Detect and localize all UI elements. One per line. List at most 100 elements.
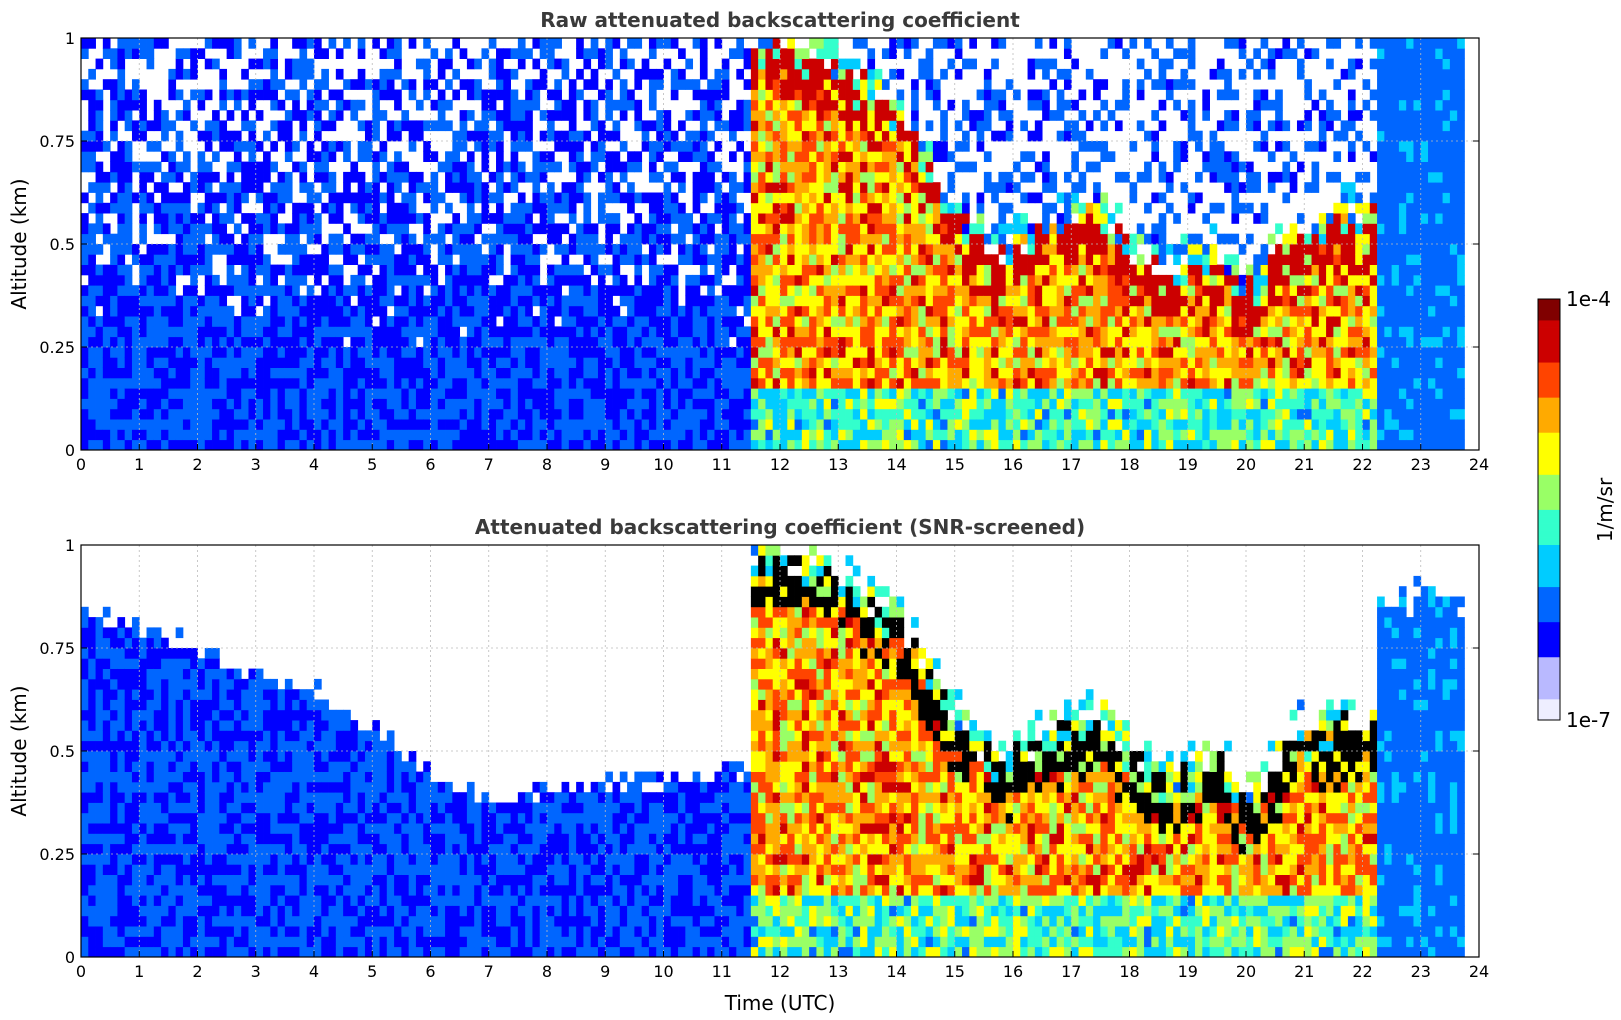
raw-heatmap-cell [306,264,315,276]
raw-heatmap-cell [81,305,89,317]
raw-heatmap-cell [670,388,679,399]
raw-heatmap-cell [903,419,912,430]
raw-heatmap-cell [772,223,781,235]
raw-heatmap-cell [430,233,439,245]
raw-heatmap-cell [707,130,715,142]
raw-heatmap-cell [750,408,759,420]
raw-heatmap-cell [1005,419,1014,430]
raw-heatmap-cell [809,38,817,49]
raw-heatmap-cell [991,398,999,410]
raw-heatmap-cell [983,264,992,276]
raw-heatmap-cell [408,79,417,90]
raw-heatmap-cell [721,408,730,420]
raw-heatmap-cell [823,161,832,173]
raw-heatmap-cell [81,38,89,49]
raw-heatmap-cell [1100,233,1109,245]
raw-heatmap-cell [284,141,293,152]
raw-heatmap-cell [350,316,359,327]
raw-heatmap-cell [758,295,766,307]
raw-heatmap-cell [554,233,562,245]
raw-heatmap-cell [81,79,89,90]
raw-heatmap-cell [962,192,970,204]
raw-heatmap-cell [525,89,533,101]
raw-heatmap-cell [612,388,621,399]
raw-heatmap-cell [867,398,876,410]
raw-heatmap-cell [153,439,162,451]
raw-heatmap-cell [976,398,985,410]
raw-heatmap-cell [255,233,264,245]
raw-heatmap-cell [146,388,155,399]
raw-heatmap-cell [962,419,970,430]
raw-heatmap-cell [1165,285,1174,296]
raw-heatmap-cell [1224,347,1232,358]
raw-heatmap-cell [255,110,264,121]
raw-heatmap-cell [634,429,643,441]
raw-heatmap-cell [270,89,278,101]
raw-heatmap-cell [117,110,126,121]
raw-heatmap-cell [1202,89,1210,101]
raw-heatmap-cell [197,223,206,235]
raw-heatmap-cell [852,223,861,235]
raw-heatmap-cell [823,99,832,111]
raw-heatmap-cell [233,99,242,111]
raw-heatmap-cell [1027,151,1036,162]
raw-heatmap-cell [874,223,883,235]
raw-heatmap-cell [656,295,664,307]
raw-heatmap-cell [139,429,147,441]
raw-heatmap-cell [852,419,861,430]
raw-heatmap-cell [983,408,992,420]
raw-heatmap-cell [335,305,344,317]
raw-heatmap-cell [350,254,359,265]
raw-heatmap-cell [1042,202,1050,214]
raw-heatmap-cell [430,120,439,132]
raw-heatmap-cell [124,110,133,121]
raw-heatmap-cell [663,38,672,49]
raw-heatmap-cell [656,419,664,430]
raw-heatmap-cell [161,285,169,296]
raw-heatmap-cell [1034,429,1043,441]
raw-heatmap-cell [976,357,985,368]
raw-heatmap-cell [146,141,155,152]
raw-heatmap-cell [394,316,402,327]
raw-heatmap-cell [918,285,927,296]
raw-heatmap-cell [1071,130,1079,142]
raw-heatmap-cell [801,48,810,59]
raw-heatmap-cell [932,38,941,49]
raw-heatmap-cell [823,89,832,101]
raw-heatmap-cell [721,264,730,276]
raw-heatmap-cell [1136,398,1145,410]
raw-heatmap-cell [248,171,257,183]
raw-heatmap-cell [466,110,475,121]
raw-heatmap-cell [772,58,781,70]
raw-heatmap-cell [634,398,643,410]
raw-heatmap-cell [117,305,126,317]
raw-heatmap-cell [532,151,541,162]
raw-heatmap-cell [561,141,570,152]
raw-heatmap-cell [583,357,592,368]
raw-heatmap-cell [627,182,635,193]
raw-heatmap-cell [306,223,315,235]
raw-heatmap-cell [1187,419,1196,430]
raw-heatmap-cell [1187,357,1196,368]
raw-heatmap-cell [678,171,686,183]
raw-heatmap-cell [765,305,774,317]
raw-heatmap-cell [1151,419,1160,430]
raw-heatmap-cell [277,223,286,235]
raw-heatmap-cell [918,58,927,70]
raw-heatmap-cell [670,171,679,183]
raw-heatmap-cell [852,110,861,121]
raw-heatmap-cell [692,316,701,327]
raw-heatmap-cell [182,285,191,296]
raw-heatmap-cell [648,429,657,441]
raw-heatmap-cell [830,274,839,286]
raw-heatmap-cell [947,182,956,193]
raw-heatmap-cell [299,377,308,389]
raw-heatmap-cell [1165,347,1174,358]
raw-heatmap-cell [576,377,584,389]
raw-heatmap-cell [969,347,977,358]
raw-heatmap-cell [947,367,956,379]
raw-heatmap-cell [517,244,526,255]
raw-heatmap-cell [838,68,846,80]
raw-heatmap-cell [445,305,453,317]
raw-heatmap-cell [605,192,613,204]
